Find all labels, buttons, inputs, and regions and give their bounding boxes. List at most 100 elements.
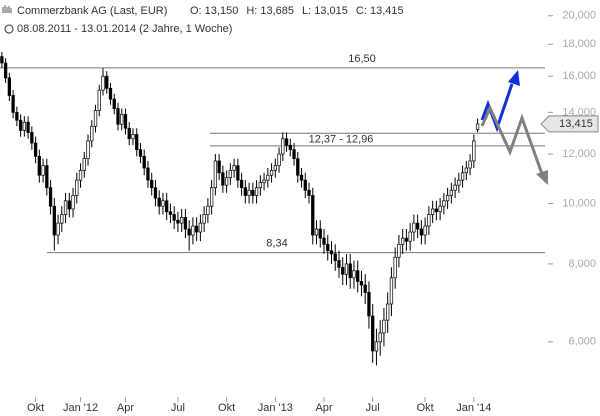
candle-body (75, 179, 79, 196)
candle-body (176, 219, 180, 224)
arrow-head (536, 170, 548, 185)
candle-body (273, 165, 277, 171)
candle-body (393, 256, 397, 279)
candle-body (363, 284, 367, 293)
projection (480, 70, 548, 185)
candle-body (213, 160, 218, 189)
candle-body (180, 217, 184, 224)
y-tick-label: 6,000 (568, 336, 596, 348)
candle-body (292, 149, 296, 160)
candle-body (138, 149, 143, 157)
quote-item: L: 13,015 (302, 5, 348, 17)
candle-body (202, 214, 206, 224)
candle-body (371, 315, 375, 352)
y-tick-label: 8,000 (568, 258, 596, 270)
candle-body (71, 195, 75, 210)
candle-body (123, 113, 128, 129)
candle-body (299, 174, 304, 181)
candle-body (0, 56, 4, 64)
candle-body (442, 200, 446, 207)
candle-body (367, 292, 371, 317)
candle-body (430, 208, 435, 215)
candle-body (277, 153, 281, 166)
candle-body (404, 237, 409, 242)
x-tick-label: Okt (218, 402, 235, 414)
candle-body (206, 205, 210, 215)
candle-body (198, 222, 203, 233)
candle-body (63, 200, 68, 215)
candle-body (254, 187, 259, 196)
candle-body (460, 172, 465, 181)
candle-body (165, 200, 169, 213)
candle-body (374, 341, 379, 352)
candle-body (183, 217, 188, 230)
candle-body (30, 132, 34, 144)
candle-body (153, 187, 158, 199)
candle-body (60, 214, 64, 224)
candle-body (344, 263, 349, 275)
x-tick-label: Jan '14 (456, 402, 491, 414)
candle-body (221, 172, 225, 186)
last-price-marker (540, 115, 599, 133)
candle-body (475, 123, 480, 130)
candle-body (172, 214, 176, 221)
candle-body (382, 319, 386, 334)
candle-body (311, 195, 315, 236)
candle-body (18, 119, 23, 131)
x-tick-label: Jan '13 (258, 402, 293, 414)
candle-body (33, 142, 38, 157)
candle-body (108, 87, 113, 100)
candle-body (236, 165, 240, 181)
candle-body (78, 170, 83, 181)
candle-body (472, 140, 476, 162)
candle-body (288, 144, 292, 150)
plot: 6,000 8,000 10,000 12,000 14,000 16,000 18,000… (0, 10, 599, 414)
quote: O: 13,150 H: 13,685 L: 13,015 C: 13,415 (190, 5, 404, 17)
candle-body (296, 158, 300, 176)
candle-body (15, 112, 19, 121)
candle-body (464, 167, 468, 174)
candle-body (326, 243, 330, 252)
candle-body (232, 165, 236, 171)
candle-body (341, 266, 345, 275)
candle-body (228, 170, 233, 179)
y-tick-label: 10,000 (562, 197, 596, 209)
candle-body (307, 189, 311, 196)
x-tick-label: Jul (171, 402, 185, 414)
chart-title: Commerzbank AG (Last, EUR) (17, 5, 167, 17)
candle-body (142, 156, 146, 169)
candle-body (389, 277, 394, 305)
candle-body (191, 225, 195, 236)
candle-body (224, 177, 229, 186)
candle-body (22, 121, 26, 131)
candle-body (150, 179, 154, 189)
candle-body (318, 228, 322, 239)
candle-body (445, 195, 450, 202)
candle-body (359, 281, 364, 286)
candle-body (401, 237, 405, 245)
candle-body (408, 231, 412, 242)
candle-body (329, 250, 334, 255)
quote-item: C: 13,415 (356, 5, 404, 17)
header: Commerzbank AG (Last, EUR) O: 13,150 H: 1… (2, 5, 404, 35)
candle-body (457, 179, 461, 186)
candle-body (427, 214, 431, 227)
candle-body (131, 134, 135, 140)
x-tick-label: Jul (366, 402, 380, 414)
level-label: 12,37 - 12,96 (309, 133, 374, 145)
candle-body (419, 228, 424, 236)
candle-body (82, 158, 86, 171)
candle-body (67, 200, 71, 210)
candle-body (11, 95, 15, 113)
last-price-label: 13,415 (559, 118, 593, 130)
candle-body (348, 263, 352, 279)
candle-body (356, 270, 360, 282)
candle-body (423, 225, 427, 236)
level-label: 16,50 (348, 53, 376, 65)
time-icon (4, 24, 14, 34)
candle-body (258, 182, 262, 189)
candle-body (168, 211, 173, 215)
quote-item: O: 13,150 (190, 5, 238, 17)
candle-body (112, 98, 116, 109)
candle-body (120, 113, 124, 125)
